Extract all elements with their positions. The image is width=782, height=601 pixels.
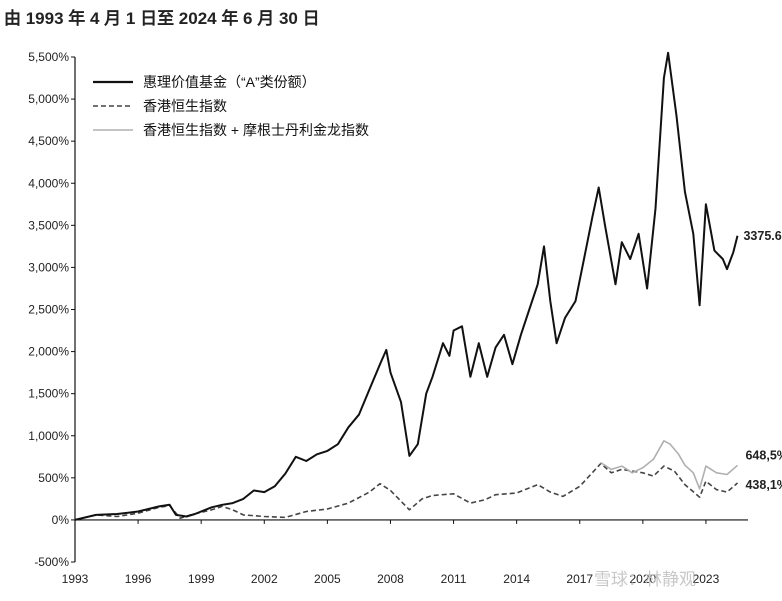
y-tick-label: 5,500% [28, 50, 69, 64]
y-tick-label: 4,000% [28, 176, 69, 190]
series-layer [74, 51, 739, 521]
end-labels: 3375.6% 438,1% 648,5% [743, 229, 782, 492]
chart-title: 由 1993 年 4 月 1 日至 2024 年 6 月 30 日 [4, 9, 320, 28]
x-tick-label: 1999 [188, 572, 215, 586]
y-tick-label: 0% [52, 513, 70, 527]
y-tick-label: 4,500% [28, 134, 69, 148]
legend-label: 惠理价值基金（“A”类份额） [143, 74, 316, 90]
legend-label: 香港恒生指数 [143, 98, 227, 114]
y-tick-label: 5,000% [28, 92, 69, 106]
x-tick-label: 2005 [314, 572, 341, 586]
x-tick-label: 2020 [629, 572, 656, 586]
y-tick-label: -500% [34, 555, 69, 569]
x-tick-label: 2011 [441, 572, 467, 586]
end-value-label: 3375.6% [743, 229, 782, 243]
x-tick-label: 2002 [251, 572, 278, 586]
x-tick-label: 1993 [62, 572, 89, 586]
series-line-0 [74, 51, 739, 521]
y-tick-label: 3,000% [28, 260, 69, 274]
x-tick-label: 2023 [693, 572, 720, 586]
end-value-label: 648,5% [745, 448, 782, 462]
y-tick-label: 2,000% [28, 345, 69, 359]
legend-label: 香港恒生指数 + 摩根士丹利金龙指数 [143, 122, 369, 138]
x-tick-label: 1996 [125, 572, 152, 586]
x-tick-label: 2017 [566, 572, 593, 586]
y-tick-label: 1,500% [28, 387, 69, 401]
end-value-label: 438,1% [745, 478, 782, 492]
y-tick-label: 500% [38, 471, 69, 485]
series-line-2 [600, 440, 739, 490]
y-tick-label: 3,500% [28, 218, 69, 232]
x-tick-label: 2014 [503, 572, 530, 586]
y-tick-label: 1,000% [28, 429, 69, 443]
y-tick-label: 2,500% [28, 303, 69, 317]
axes: 5,500% 5,000% 4,500% 4,000% 3,500% 3,000% 2,50… [28, 50, 748, 586]
watermark-text: 雪球：林静观 [594, 570, 696, 589]
x-tick-label: 2008 [377, 572, 404, 586]
